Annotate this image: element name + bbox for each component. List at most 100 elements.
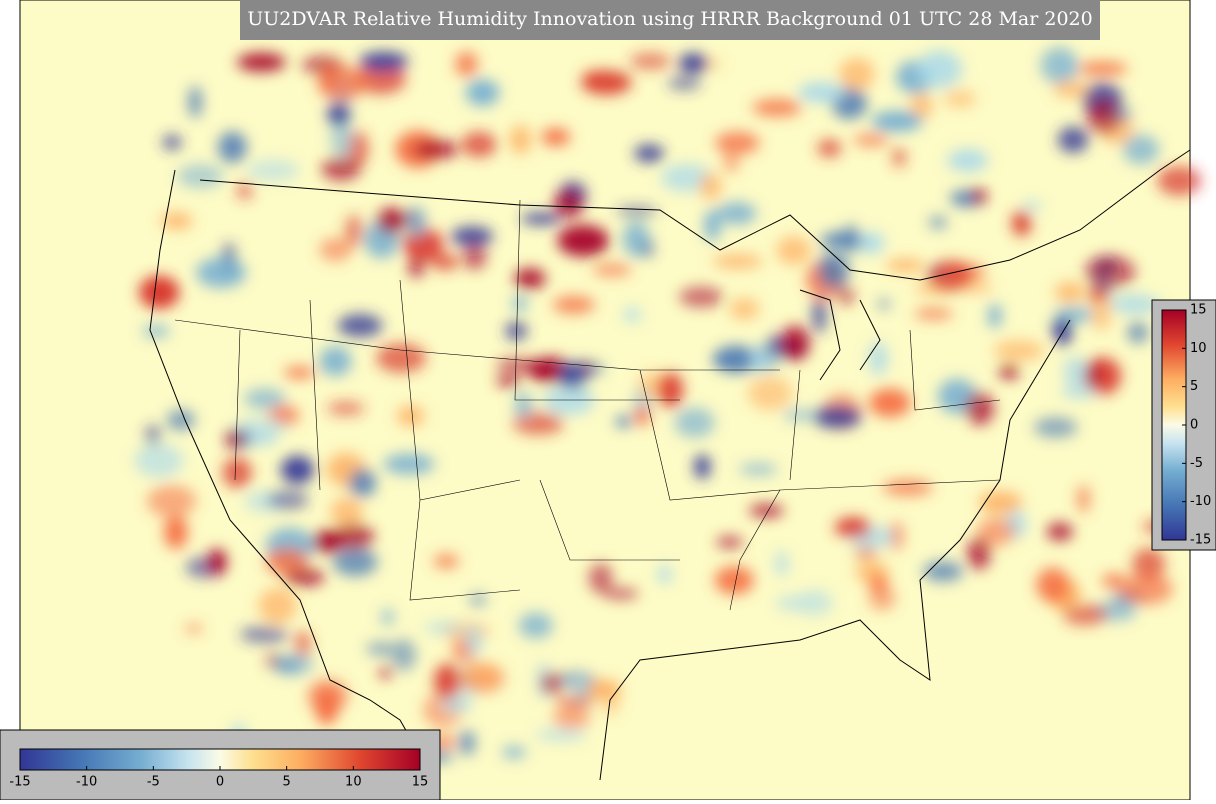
field-blob	[699, 173, 722, 200]
field-blob	[1084, 255, 1136, 289]
field-blob	[359, 51, 409, 72]
field-blob	[464, 624, 483, 656]
field-blob	[518, 612, 553, 639]
colorbar-tick-label: 0	[1190, 418, 1198, 433]
field-blob	[1086, 98, 1121, 134]
field-blob	[869, 388, 911, 418]
field-blob	[348, 468, 377, 498]
field-blob	[775, 595, 808, 612]
field-blob	[177, 164, 224, 189]
field-blob	[512, 411, 564, 435]
field-blob	[928, 216, 948, 229]
field-blob	[139, 275, 180, 309]
colorbar-tick-label: 5	[1190, 379, 1198, 394]
field-blob	[812, 296, 827, 334]
field-blob	[868, 341, 888, 376]
field-blob	[1036, 567, 1070, 603]
field-blob	[1054, 281, 1086, 303]
field-blob	[658, 565, 671, 584]
field-blob	[330, 120, 354, 158]
field-blob	[917, 50, 962, 89]
east-gulf-coast	[599, 319, 1071, 781]
field-blob	[332, 547, 378, 577]
field-blob	[433, 554, 459, 569]
field-blob	[314, 688, 339, 725]
field-blob	[615, 416, 633, 428]
field-blob	[424, 621, 464, 634]
field-blob	[559, 363, 589, 390]
colorbar-tick-label: 10	[345, 775, 362, 790]
field-blob	[657, 372, 684, 408]
field-blob	[910, 92, 934, 119]
field-blob	[258, 587, 297, 624]
field-blob	[543, 385, 595, 415]
colorbar-tick-label: -15	[9, 775, 30, 790]
field-blob	[557, 224, 610, 257]
field-blob	[383, 453, 435, 475]
field-blob	[729, 297, 759, 320]
field-blob	[430, 253, 460, 271]
field-blob	[266, 548, 309, 576]
field-blob	[1083, 361, 1100, 388]
field-blob	[366, 642, 396, 656]
field-blob	[218, 131, 247, 163]
field-blob	[616, 206, 658, 217]
field-blob	[397, 405, 425, 427]
colorbar-tick-label: 15	[412, 775, 429, 790]
field-blob	[330, 497, 364, 527]
field-blob	[244, 388, 286, 409]
field-blob	[1077, 61, 1128, 76]
field-blob	[413, 139, 459, 159]
field-blob	[236, 52, 286, 72]
field-blob	[818, 233, 865, 248]
field-blob	[798, 82, 845, 103]
field-blob	[391, 639, 416, 671]
field-blob	[541, 128, 571, 146]
field-blob	[552, 707, 591, 730]
field-blob	[512, 296, 528, 311]
field-blob	[236, 416, 288, 437]
field-blob	[749, 504, 784, 517]
field-blob	[722, 153, 740, 173]
field-blob	[161, 212, 193, 230]
field-blob	[496, 358, 542, 372]
field-blob	[813, 405, 862, 429]
field-blob	[327, 101, 351, 127]
field-blob	[877, 298, 890, 310]
field-blob	[592, 263, 632, 277]
field-blob	[776, 236, 811, 265]
field-blob	[704, 209, 721, 242]
field-blob	[817, 139, 842, 158]
field-blob	[635, 406, 650, 426]
field-blob	[1077, 484, 1090, 513]
field-blob	[714, 566, 754, 595]
field-blob	[854, 545, 878, 560]
field-blob	[222, 457, 252, 489]
field-blob	[408, 257, 425, 278]
field-blob	[834, 517, 871, 538]
field-blob	[712, 254, 763, 269]
state-lines	[174, 199, 1001, 611]
field-blob	[207, 548, 227, 576]
field-blob	[236, 181, 253, 200]
field-blob	[775, 550, 789, 577]
innovation-field	[134, 46, 1202, 790]
field-blob	[509, 125, 532, 155]
field-blob	[462, 243, 487, 270]
field-blob	[433, 663, 461, 699]
field-blob	[469, 593, 487, 607]
field-blob	[514, 392, 533, 418]
field-blob	[892, 147, 907, 168]
map-title: UU2DVAR Relative Humidity Innovation usi…	[247, 8, 1092, 30]
field-blob	[853, 133, 890, 147]
field-blob	[1157, 166, 1202, 196]
title-box	[240, 0, 1100, 40]
field-blob	[977, 517, 1016, 547]
field-blob	[247, 159, 299, 182]
field-blob	[603, 588, 639, 600]
field-blob	[554, 695, 596, 708]
field-blob	[535, 729, 587, 741]
field-blob	[1046, 522, 1073, 541]
